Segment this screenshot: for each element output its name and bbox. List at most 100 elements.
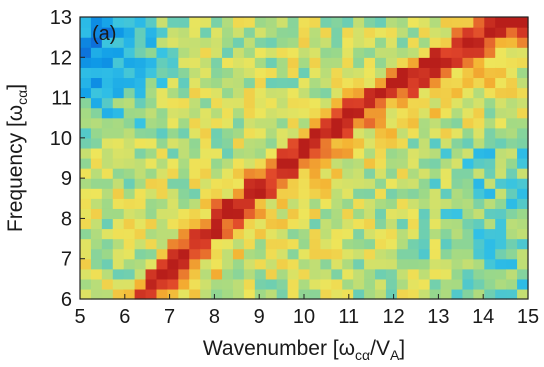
y-tick-label: 6	[61, 289, 72, 311]
heatmap-cell	[232, 37, 245, 48]
heatmap-cell	[331, 188, 343, 199]
heatmap-cell	[375, 198, 387, 209]
heatmap-cell	[276, 288, 289, 300]
heatmap-cell	[364, 228, 376, 240]
heatmap-cell	[375, 27, 387, 38]
heatmap-cell	[178, 188, 190, 199]
heatmap-cell	[200, 67, 212, 79]
y-tick-label: 12	[50, 47, 72, 69]
heatmap-cell	[123, 27, 136, 38]
heatmap-cell	[375, 47, 387, 58]
heatmap-cell	[90, 218, 103, 230]
heatmap-cell	[112, 158, 125, 169]
heatmap-cell	[254, 77, 267, 89]
heatmap-cell	[232, 238, 245, 250]
heatmap-cell	[80, 107, 92, 119]
heatmap-cell	[473, 288, 485, 300]
heatmap-cell	[80, 198, 92, 209]
heatmap-cell	[331, 37, 343, 48]
heatmap-cell	[517, 97, 529, 109]
heatmap-cell	[298, 158, 311, 169]
heatmap-cell	[222, 158, 234, 169]
heatmap-cell	[232, 137, 245, 149]
heatmap-cell	[429, 238, 442, 250]
heatmap-cell	[309, 228, 321, 240]
heatmap-cell	[375, 188, 387, 199]
heatmap-cell	[385, 87, 398, 99]
heatmap-cell	[309, 77, 321, 89]
heatmap-cell	[331, 137, 343, 149]
heatmap-cell	[254, 57, 267, 68]
heatmap-cell	[517, 147, 529, 159]
heatmap-cell	[276, 127, 289, 139]
heatmap-cell	[484, 17, 496, 28]
heatmap-cell	[484, 258, 496, 270]
heatmap-cell	[353, 218, 365, 230]
heatmap-cell	[320, 77, 332, 89]
heatmap-cell	[495, 218, 507, 230]
heatmap-cell	[364, 218, 376, 230]
heatmap-cell	[276, 218, 289, 230]
heatmap-cell	[506, 178, 518, 189]
heatmap-cell	[101, 37, 114, 48]
heatmap-cell	[167, 278, 179, 290]
heatmap-cell	[254, 147, 267, 159]
heatmap-cell	[375, 57, 387, 68]
heatmap-cell	[287, 27, 300, 38]
heatmap-cell	[189, 228, 201, 240]
heatmap-cell	[101, 117, 114, 129]
heatmap-cell	[429, 37, 442, 48]
heatmap-cell	[232, 97, 245, 109]
heatmap-cell	[418, 188, 431, 199]
heatmap-cell	[342, 17, 354, 28]
heatmap-cell	[331, 198, 343, 209]
heatmap-cell	[134, 67, 147, 79]
heatmap-cell	[429, 67, 442, 79]
heatmap-cell	[407, 67, 420, 79]
heatmap-cell	[331, 57, 343, 68]
heatmap-cell	[429, 188, 442, 199]
heatmap-cell	[506, 158, 518, 169]
heatmap-cell	[232, 117, 245, 129]
heatmap-cell	[440, 218, 453, 230]
heatmap-cell	[309, 97, 321, 109]
x-tick-label: 11	[338, 306, 359, 328]
heatmap-cell	[484, 208, 496, 220]
heatmap-cell	[167, 268, 179, 280]
heatmap-cell	[495, 117, 507, 129]
heatmap-cell	[429, 168, 442, 179]
heatmap-cell	[484, 87, 496, 99]
heatmap-cell	[473, 17, 485, 28]
heatmap-cell	[375, 288, 387, 300]
heatmap-cell	[517, 228, 529, 240]
heatmap-cell	[462, 238, 474, 250]
heatmap-cell	[145, 97, 158, 109]
heatmap-cell	[320, 147, 332, 159]
heatmap-cell	[462, 107, 474, 119]
heatmap-cell	[506, 248, 518, 260]
heatmap-cell	[156, 258, 169, 270]
heatmap-cell	[342, 147, 354, 159]
heatmap-cell	[112, 37, 125, 48]
heatmap-cell	[178, 77, 190, 89]
heatmap-cell	[484, 288, 496, 300]
heatmap-cell	[385, 158, 398, 169]
heatmap-cell	[331, 178, 343, 189]
heatmap-cell	[298, 218, 311, 230]
heatmap-cell	[495, 37, 507, 48]
heatmap-cell	[364, 288, 376, 300]
heatmap-cell	[90, 278, 103, 290]
heatmap-cell	[101, 17, 114, 28]
heatmap-cell	[407, 57, 420, 68]
heatmap-cell	[189, 238, 201, 250]
heatmap-cell	[506, 117, 518, 129]
heatmap-cell	[298, 137, 311, 149]
heatmap-cell	[265, 178, 278, 189]
heatmap-cell	[145, 248, 158, 260]
heatmap-cell	[506, 127, 518, 139]
heatmap-cell	[90, 208, 103, 220]
heatmap-cell	[353, 228, 365, 240]
heatmap-cell	[232, 87, 245, 99]
heatmap-cell	[254, 178, 267, 189]
heatmap-cell	[189, 107, 201, 119]
